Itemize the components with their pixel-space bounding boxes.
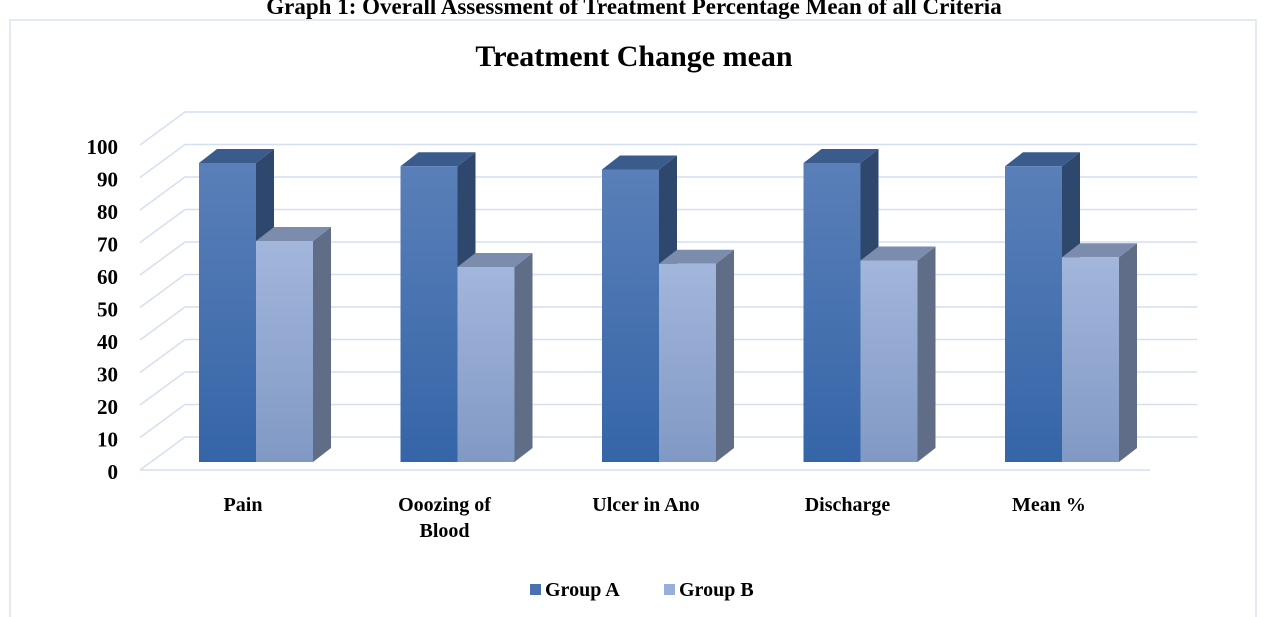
- x-tick-label-line: Ooozing of: [398, 494, 491, 516]
- bar-front: [457, 267, 515, 462]
- chart-border: [9, 19, 1257, 617]
- bar-top: [256, 227, 331, 241]
- legend-label: Group A: [545, 579, 620, 601]
- chart-title: Treatment Change mean: [475, 40, 792, 73]
- bar-top: [1062, 243, 1137, 258]
- bar: [1062, 243, 1137, 462]
- bar-top: [400, 152, 476, 167]
- bar-top: [199, 149, 274, 163]
- bar-top: [659, 249, 734, 264]
- x-tick-label-line: Blood: [419, 520, 469, 542]
- x-tick-label: Discharge: [805, 494, 891, 516]
- bar-front: [1062, 257, 1119, 462]
- y-tick-label: 50: [97, 298, 118, 322]
- bar: [457, 253, 533, 462]
- legend-swatch: [530, 584, 541, 595]
- y-tick-label: 40: [97, 330, 118, 354]
- y-tick-label: 10: [97, 428, 118, 452]
- y-tick-label: 0: [108, 460, 119, 484]
- bar-front: [256, 241, 313, 462]
- bar-side: [313, 227, 331, 462]
- y-tick-label: 20: [97, 395, 118, 419]
- bar-front: [1005, 166, 1062, 462]
- bar-front: [803, 163, 861, 462]
- bar: [860, 246, 936, 462]
- legend-label: Group B: [679, 579, 754, 601]
- x-tick-label: Mean %: [1012, 494, 1086, 516]
- bar-front: [400, 166, 458, 462]
- bar-top: [1005, 152, 1080, 167]
- bar-side: [514, 253, 533, 462]
- bar: [256, 227, 331, 462]
- bar-top: [457, 253, 533, 267]
- y-tick-label: 90: [97, 168, 118, 192]
- bar-side: [1119, 243, 1137, 462]
- y-tick-label: 30: [97, 363, 118, 387]
- bar-top: [602, 155, 677, 170]
- y-tick-label: 100: [87, 135, 119, 159]
- bar-side: [716, 249, 734, 462]
- y-tick-label: 70: [97, 233, 118, 257]
- bar: [659, 249, 734, 462]
- bar-side: [917, 246, 936, 462]
- x-tick-label: Ulcer in Ano: [592, 494, 699, 516]
- bar: [803, 149, 879, 462]
- y-tick-label: 60: [97, 265, 118, 289]
- page-heading: Graph 1: Overall Assessment of Treatment…: [266, 0, 1002, 19]
- grid-line: [139, 143, 1197, 179]
- y-tick-label: 80: [97, 200, 118, 224]
- bar-front: [602, 169, 659, 462]
- bar-front: [199, 163, 256, 462]
- x-tick-label: Ooozing of Blood: [398, 494, 491, 542]
- x-tick-label: Pain: [224, 494, 263, 516]
- bar-top: [803, 149, 879, 163]
- grid-line: [139, 111, 1197, 146]
- legend-swatch: [664, 584, 675, 595]
- bar-top: [860, 246, 936, 261]
- bar-front: [659, 263, 716, 462]
- bar-front: [860, 260, 918, 462]
